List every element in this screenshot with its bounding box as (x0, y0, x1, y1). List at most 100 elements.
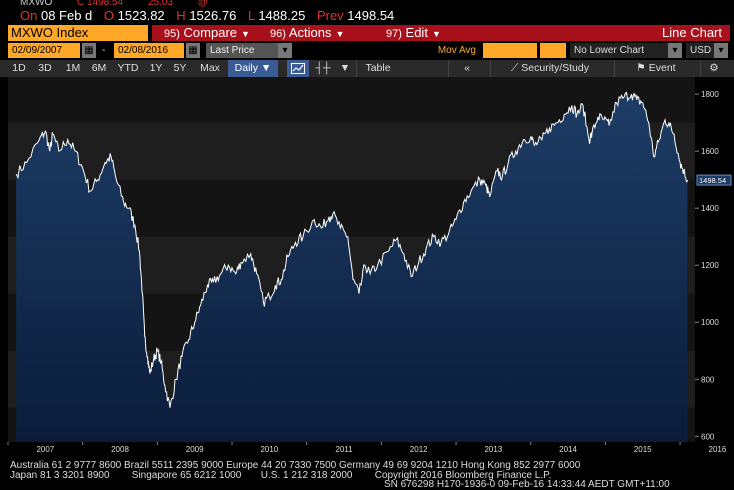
frequency-label: Daily (234, 62, 258, 74)
period-1d[interactable]: 1D (12, 62, 26, 74)
candlestick-icon[interactable]: ┤┼ (315, 62, 331, 74)
x-tick-label: 2013 (484, 445, 502, 454)
period-5y[interactable]: 5Y (173, 62, 187, 74)
compare-menu[interactable]: 95) Compare ▼ (164, 25, 250, 41)
edit-menu[interactable]: 97) Edit ▼ (386, 25, 441, 41)
price-line (15, 91, 688, 408)
chevron-down-icon[interactable]: ▾ (668, 43, 682, 58)
view-title: Line Chart (662, 25, 722, 40)
compare-number: 95) (164, 28, 180, 40)
chevron-down-icon: ▼ (260, 62, 272, 74)
footer-line-2: Japan 81 3 3201 8900 Singapore 65 6212 1… (10, 469, 552, 481)
low-value: 1488.25 (258, 8, 306, 23)
study-param-1[interactable] (483, 43, 537, 58)
security-study-button[interactable]: ⟋ Security/Study (490, 60, 609, 77)
date-separator: - (102, 45, 106, 56)
ticker-strip: MXWO C 1498.54 25.03 @ (0, 0, 734, 9)
x-tick-label: 2011 (335, 445, 353, 454)
chart-toolbar: 1D 3D 1M 6M YTD 1Y 5Y Max Daily ▼ ┤┼ ▼ T… (0, 60, 734, 77)
gear-icon[interactable]: ⚙ (700, 60, 727, 77)
compare-label: Compare (183, 25, 237, 40)
chevron-down-icon: ▼ (335, 29, 345, 39)
prev-label: Prev (316, 8, 344, 23)
high-label: H (176, 8, 186, 23)
security-study-label: Security/Study (521, 62, 589, 74)
y-tick-label: 1200 (701, 261, 719, 270)
x-tick-label: 2009 (186, 445, 204, 454)
high-value: 1526.76 (189, 8, 237, 23)
table-button[interactable]: Table (356, 60, 399, 77)
ticker-symbol: MXWO (20, 0, 53, 8)
chevron-down-icon[interactable]: ▾ (714, 43, 728, 58)
y-tick-label: 1000 (701, 318, 719, 327)
flag-icon: ⚑ (636, 62, 646, 74)
quote-date: 08 Feb d (40, 8, 93, 23)
frequency-select[interactable]: Daily ▼ (228, 60, 278, 77)
x-axis: 2007 2008 2009 2010 2011 2012 2013 2014 2015 2016 (7, 442, 727, 454)
study-param-2[interactable] (540, 43, 566, 58)
currency-select[interactable]: USD (686, 43, 714, 58)
end-date-input[interactable]: 02/08/2016 (114, 43, 184, 58)
low-label: L (247, 8, 255, 23)
y-tick-label: 800 (701, 375, 715, 384)
y-tick-label: 600 (701, 432, 715, 441)
study-label: Mov Avg (437, 45, 476, 56)
x-tick-label: 2010 (260, 445, 278, 454)
quote-row: On 08 Feb d O 1523.82 H 1526.76 L 1488.2… (0, 8, 734, 24)
last-value-box (696, 174, 732, 186)
start-date-input[interactable]: 02/09/2007 (8, 43, 80, 58)
ticker-close: C 1498.54 (77, 0, 124, 8)
x-tick-label: 2014 (559, 445, 577, 454)
y-tick-label: 1800 (701, 90, 719, 99)
ticker-at: @ (197, 0, 208, 8)
collapse-left-icon[interactable]: « (448, 60, 485, 77)
period-max[interactable]: Max (200, 62, 220, 74)
ticker-volume: 25.03 (147, 0, 173, 8)
x-tick-label: 2016 (709, 445, 727, 454)
x-tick-label: 2007 (36, 445, 54, 454)
price-area (16, 92, 688, 443)
period-1m[interactable]: 1M (65, 62, 81, 74)
open-value: 1523.82 (117, 8, 165, 23)
x-tick-label: 2015 (634, 445, 652, 454)
field-select[interactable]: Last Price (206, 43, 278, 58)
chevron-down-icon: ▼ (241, 29, 250, 39)
y-tick-label: 1600 (701, 147, 719, 156)
chevron-down-icon: ▼ (431, 29, 441, 39)
x-tick-label: 2008 (111, 445, 129, 454)
trend-icon: ⟋ (511, 62, 519, 74)
actions-number: 96) (270, 28, 286, 40)
footer: Australia 61 2 9777 8600 Brazil 5511 239… (0, 461, 734, 490)
line-chart-icon[interactable] (287, 60, 309, 77)
lower-chart-select[interactable]: No Lower Chart (570, 43, 668, 58)
chevron-down-icon[interactable]: ▼ (339, 62, 351, 74)
security-field[interactable]: MXWO Index (8, 25, 148, 41)
period-3d[interactable]: 3D (38, 62, 52, 74)
chevron-down-icon[interactable]: ▾ (278, 43, 292, 58)
open-label: O (103, 8, 115, 23)
footer-line-3: SN 676298 H170-1936-0 09-Feb-16 14:33:44… (384, 479, 670, 490)
period-ytd[interactable]: YTD (117, 62, 139, 74)
calendar-icon[interactable]: ▦ (82, 43, 96, 58)
on-label: On (20, 8, 38, 23)
event-label: Event (648, 62, 676, 74)
edit-number: 97) (386, 28, 402, 40)
footer-line-1: Australia 61 2 9777 8600 Brazil 5511 239… (10, 460, 581, 471)
y-tick-label: 1400 (701, 204, 719, 213)
last-value-label: 1498.54 (699, 176, 726, 185)
edit-label: Edit (405, 25, 428, 40)
actions-menu[interactable]: 96) Actions ▼ (270, 25, 344, 41)
y-axis: 600 800 1000 1200 1400 1600 1800 (695, 90, 719, 441)
function-menubar: 95) Compare ▼ 96) Actions ▼ 97) Edit ▼ Line… (152, 25, 730, 41)
fields-row: 02/09/2007 ▦ - 02/08/2016 ▦ Last Price ▾… (0, 43, 734, 59)
menu-row: MXWO Index 95) Compare ▼ 96) Actions ▼ 97)… (0, 24, 734, 42)
calendar-icon[interactable]: ▦ (186, 43, 200, 58)
last-value-marker: 1498.54 (696, 174, 732, 186)
period-6m[interactable]: 6M (91, 62, 107, 74)
prev-value: 1498.54 (347, 8, 395, 23)
x-tick-label: 2012 (410, 445, 428, 454)
period-1y[interactable]: 1Y (149, 62, 163, 74)
event-button[interactable]: ⚑ Event (614, 60, 697, 77)
actions-label: Actions (288, 25, 332, 40)
